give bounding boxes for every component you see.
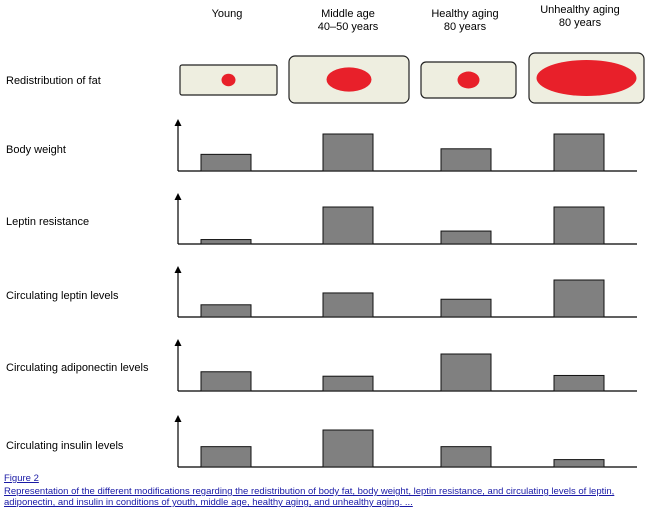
column-subtitle: 80 years xyxy=(558,17,602,29)
column-header-middle-age: Middle age 40–50 years xyxy=(288,8,408,34)
row-label-body-weight: Body weight xyxy=(6,144,66,156)
arrow-icon xyxy=(174,339,182,346)
level-bar xyxy=(553,279,605,318)
fat-ellipse xyxy=(221,73,236,87)
column-title: Young xyxy=(211,8,243,20)
level-bar xyxy=(553,459,605,468)
level-bar xyxy=(322,429,374,468)
column-subtitle: 80 years xyxy=(443,21,487,33)
column-header-unhealthy-aging: Unhealthy aging 80 years xyxy=(520,4,640,30)
row-label-insulin-levels: Circulating insulin levels xyxy=(6,440,124,452)
fat-ellipse xyxy=(457,71,480,89)
level-bar xyxy=(200,446,252,468)
row-label-adiponectin-levels: Circulating adiponectin levels xyxy=(6,362,149,374)
level-bar xyxy=(200,371,252,392)
column-subtitle: 40–50 years xyxy=(317,21,379,33)
fat-ellipse xyxy=(536,60,637,96)
level-bar xyxy=(553,206,605,245)
row-label-leptin-levels: Circulating leptin levels xyxy=(6,290,119,302)
level-bar xyxy=(322,133,374,172)
column-header-healthy-aging: Healthy aging 80 years xyxy=(405,8,525,34)
row-label-leptin-resistance: Leptin resistance xyxy=(6,216,90,228)
level-bar xyxy=(440,446,492,468)
column-title: Unhealthy aging xyxy=(540,4,620,16)
fat-ellipse xyxy=(326,67,372,92)
level-bar xyxy=(553,374,605,392)
level-bar xyxy=(322,375,374,392)
level-bar xyxy=(322,292,374,318)
arrow-icon xyxy=(174,266,182,273)
level-bar xyxy=(200,304,252,318)
level-bar xyxy=(440,148,492,172)
level-bar xyxy=(440,353,492,392)
level-bar xyxy=(322,206,374,245)
column-header-young: Young xyxy=(167,8,287,21)
column-title: Middle age xyxy=(321,8,375,20)
level-bar xyxy=(440,298,492,318)
arrow-icon xyxy=(174,193,182,200)
figure-link[interactable]: Figure 2 xyxy=(4,473,39,484)
figure-caption-link[interactable]: Representation of the different modifica… xyxy=(4,486,615,508)
column-title: Healthy aging xyxy=(431,8,499,20)
arrow-icon xyxy=(174,415,182,422)
level-bar xyxy=(200,153,252,172)
row-label-fat: Redistribution of fat xyxy=(6,75,101,87)
level-bar xyxy=(200,239,252,245)
level-bar xyxy=(440,230,492,245)
level-bar xyxy=(553,133,605,172)
arrow-icon xyxy=(174,119,182,126)
